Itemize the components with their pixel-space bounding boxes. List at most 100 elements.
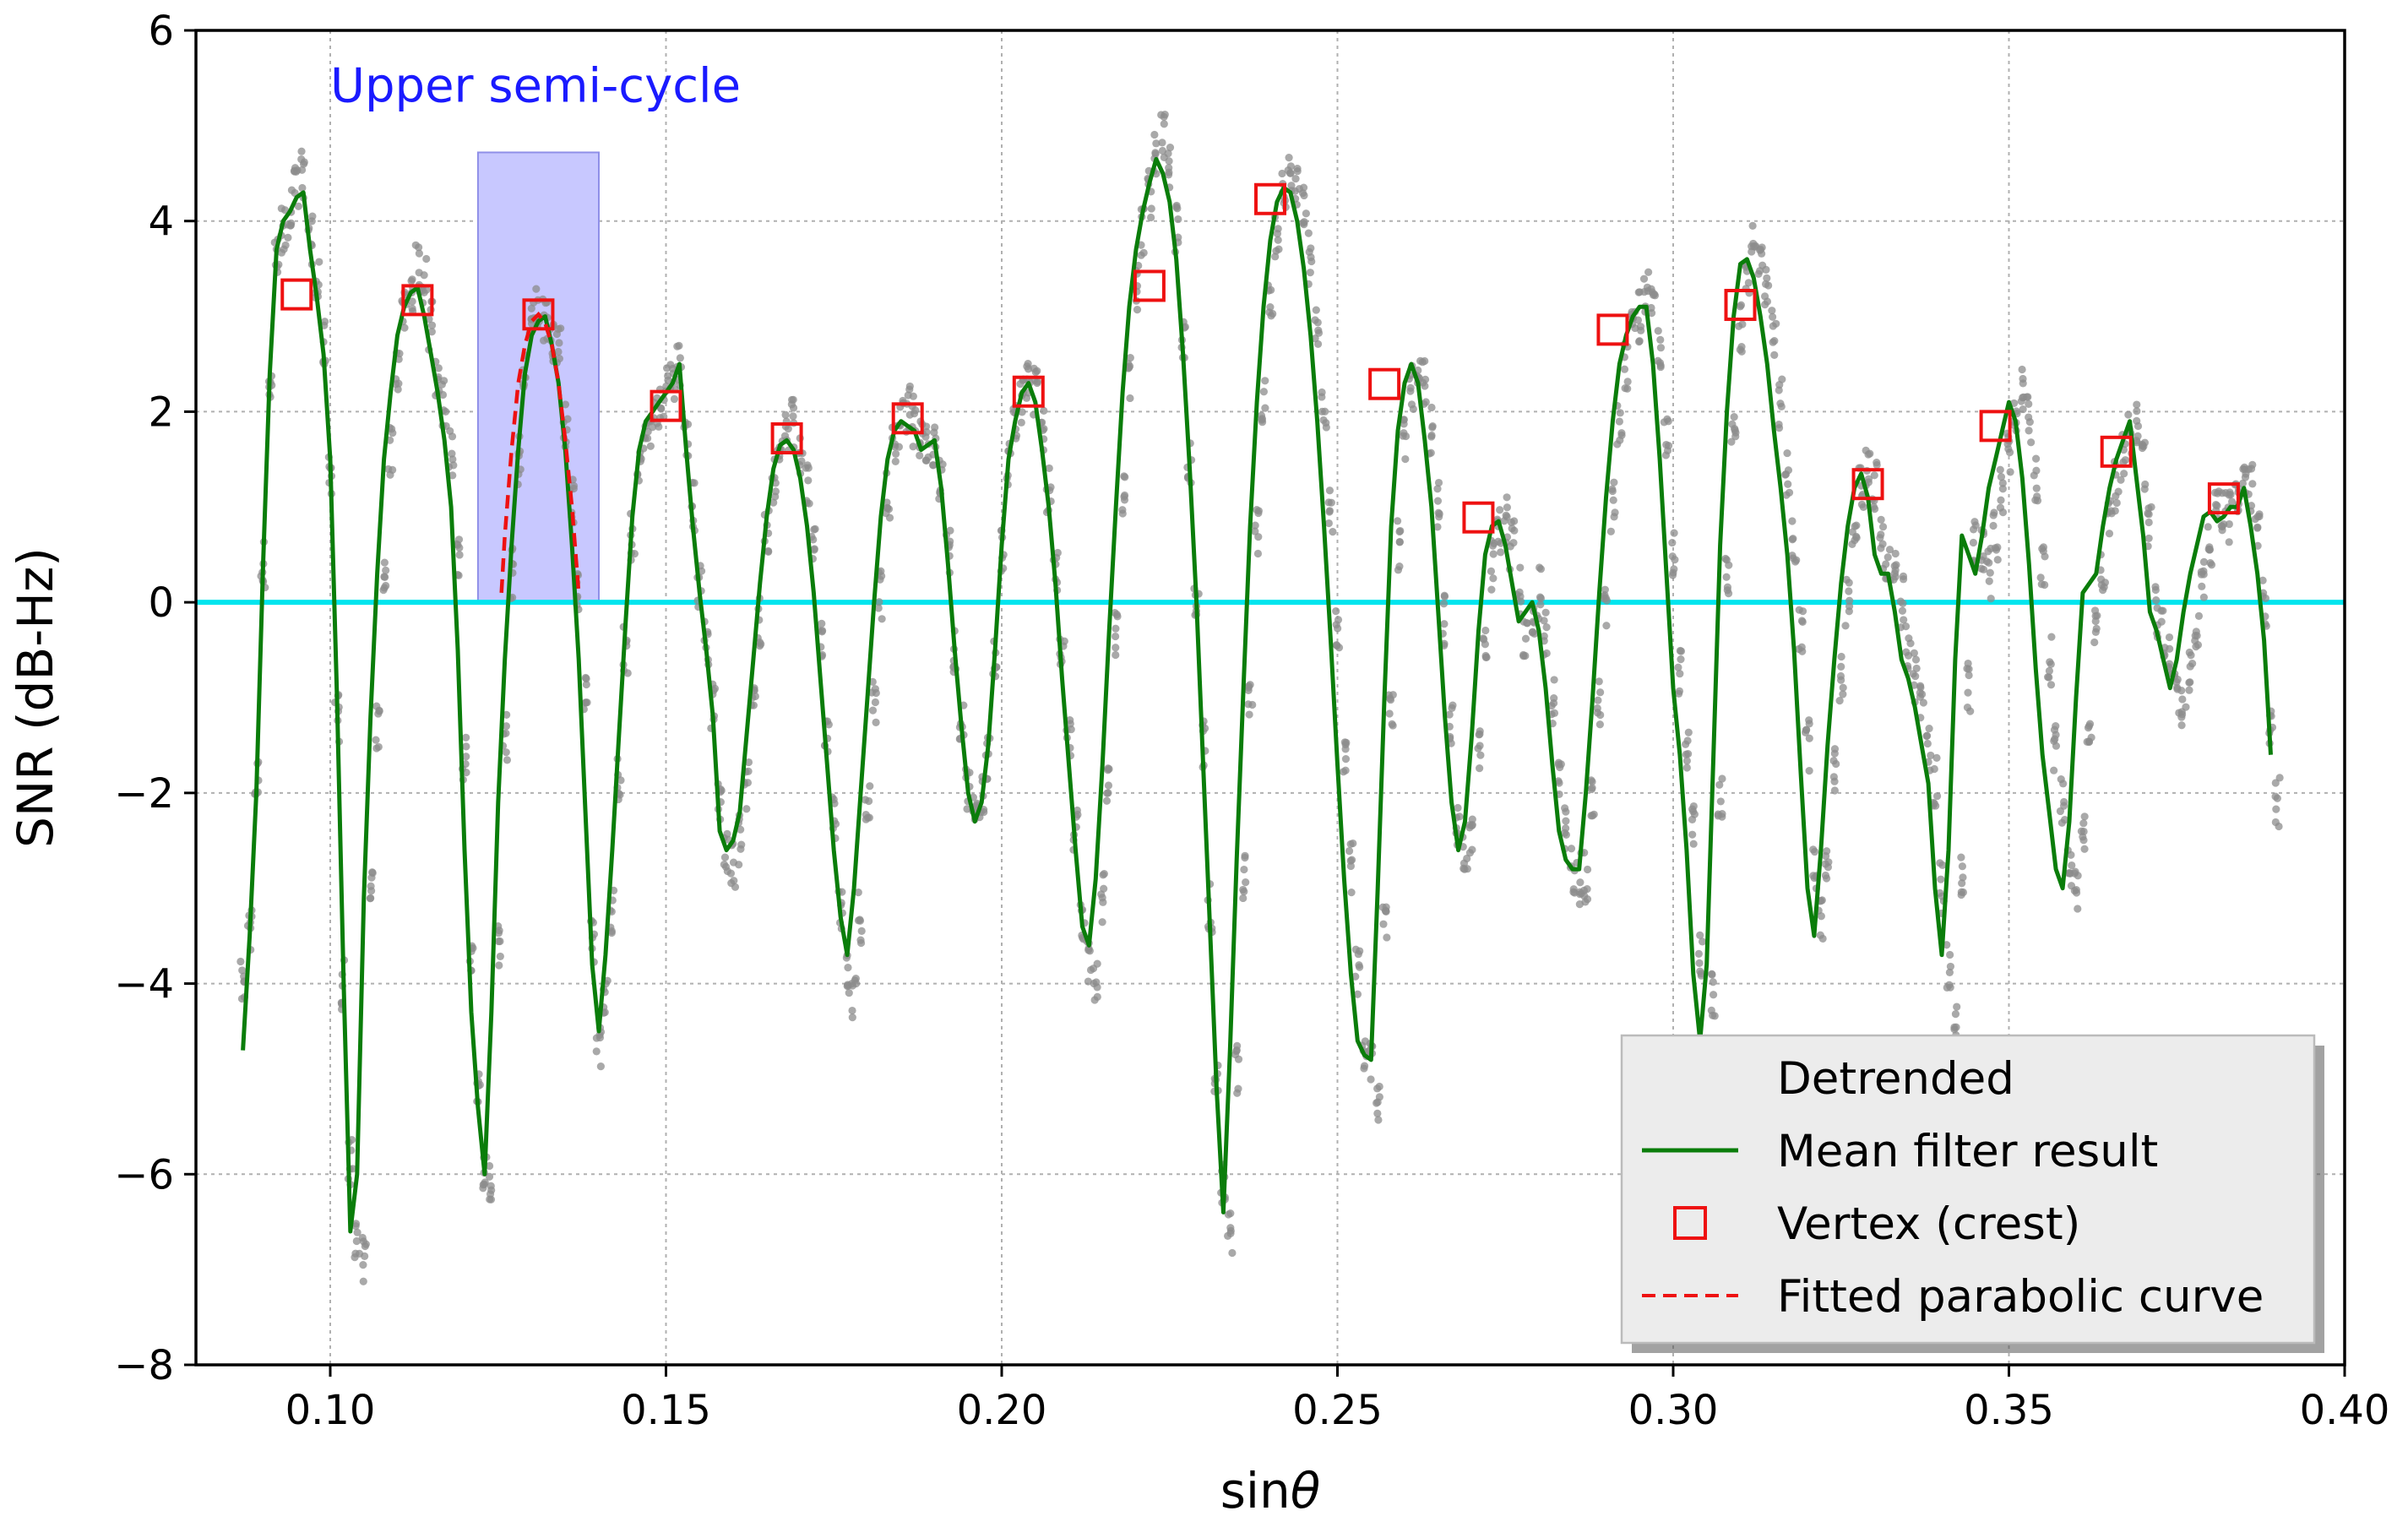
detrended-point — [1727, 437, 1736, 446]
detrended-point — [1379, 920, 1388, 928]
vertex-marker — [1979, 410, 2012, 443]
detrended-point — [532, 285, 541, 293]
detrended-point — [555, 339, 563, 347]
detrended-point — [2091, 628, 2100, 636]
detrended-point — [1674, 663, 1682, 671]
detrended-point — [1601, 590, 1609, 600]
detrended-point — [1306, 269, 1314, 277]
detrended-point — [1528, 628, 1536, 637]
detrended-point — [1024, 365, 1033, 373]
detrended-point — [1160, 120, 1168, 128]
detrended-point — [2019, 374, 2027, 383]
detrended-point — [1084, 946, 1093, 954]
detrended-point — [1407, 400, 1416, 409]
detrended-point — [1938, 861, 1947, 869]
detrended-point — [442, 407, 450, 416]
detrended-point — [1476, 751, 1485, 759]
detrended-point — [1677, 647, 1686, 655]
detrended-point — [2033, 497, 2042, 505]
detrended-point — [1905, 634, 1913, 643]
detrended-point — [1433, 497, 1443, 505]
detrended-point — [1668, 538, 1677, 547]
detrended-point — [382, 566, 390, 574]
detrended-point — [1342, 738, 1351, 747]
detrended-point — [1795, 606, 1803, 614]
legend-label-detrended: Detrended — [1777, 1053, 2014, 1105]
detrended-point — [1556, 763, 1564, 772]
detrended-point — [351, 1220, 361, 1228]
detrended-point — [1715, 780, 1724, 789]
detrended-point — [236, 957, 245, 966]
detrended-point — [1788, 535, 1796, 544]
detrended-point — [1355, 961, 1363, 970]
detrended-point — [905, 382, 914, 391]
y-tick-label: −2 — [114, 770, 174, 818]
detrended-point — [2177, 710, 2187, 719]
detrended-point — [1845, 587, 1853, 595]
detrended-point — [1682, 764, 1691, 772]
detrended-point — [372, 736, 380, 744]
detrended-point — [1233, 1089, 1242, 1097]
detrended-point — [1479, 634, 1487, 643]
detrended-point — [1776, 399, 1785, 408]
detrended-point — [2091, 617, 2100, 626]
detrended-point — [1494, 537, 1503, 546]
detrended-point — [1709, 978, 1717, 986]
detrended-point — [1991, 544, 1999, 552]
detrended-point — [427, 328, 436, 336]
detrended-point — [1434, 478, 1443, 487]
vertex-marker — [1368, 367, 1401, 400]
detrended-point — [1523, 618, 1531, 628]
detrended-point — [2144, 509, 2152, 518]
detrended-point — [883, 498, 891, 507]
detrended-point — [1542, 623, 1551, 632]
detrended-point — [1271, 253, 1280, 261]
detrended-point — [440, 377, 448, 385]
detrended-point — [2271, 792, 2280, 801]
detrended-point — [1998, 508, 2008, 517]
detrended-point — [1098, 894, 1106, 902]
detrended-point — [1883, 553, 1892, 562]
detrended-point — [1911, 655, 1921, 664]
detrended-point — [789, 395, 797, 404]
detrended-point — [502, 722, 511, 731]
detrended-point — [2253, 524, 2262, 532]
parabola-group — [499, 311, 581, 594]
detrended-point — [1762, 265, 1770, 274]
detrended-point — [1503, 503, 1512, 512]
fitted-parabolic-curve — [499, 311, 581, 594]
detrended-point — [868, 706, 878, 715]
detrended-point — [1291, 174, 1300, 183]
detrended-point — [1694, 949, 1703, 959]
detrended-point — [730, 877, 738, 885]
detrended-point — [921, 432, 930, 441]
y-tick-label: 6 — [148, 8, 174, 55]
detrended-point — [2199, 593, 2208, 601]
detrended-point — [1864, 450, 1873, 459]
detrended-point — [1152, 139, 1161, 148]
detrended-point — [297, 147, 306, 155]
detrended-point — [607, 927, 616, 936]
detrended-point — [1932, 791, 1942, 801]
detrended-point — [2225, 538, 2233, 546]
detrended-point — [2037, 580, 2046, 589]
detrended-point — [781, 410, 790, 419]
detrended-point — [1722, 573, 1731, 581]
detrended-point — [2025, 413, 2033, 421]
detrended-point — [789, 412, 797, 421]
detrended-point — [885, 514, 894, 522]
detrended-point — [1644, 268, 1653, 276]
detrended-point — [1104, 764, 1112, 773]
detrended-point — [2165, 660, 2174, 668]
detrended-point — [1347, 856, 1356, 864]
detrended-point — [420, 271, 428, 280]
detrended-point — [2166, 644, 2174, 653]
detrended-point — [1882, 560, 1890, 568]
detrended-point — [1455, 812, 1464, 821]
detrended-point — [2205, 546, 2214, 554]
detrended-point — [1714, 810, 1722, 818]
detrended-point — [751, 692, 759, 701]
detrended-point — [1769, 312, 1777, 321]
legend-box — [1620, 1034, 2316, 1345]
detrended-point — [1829, 773, 1838, 781]
